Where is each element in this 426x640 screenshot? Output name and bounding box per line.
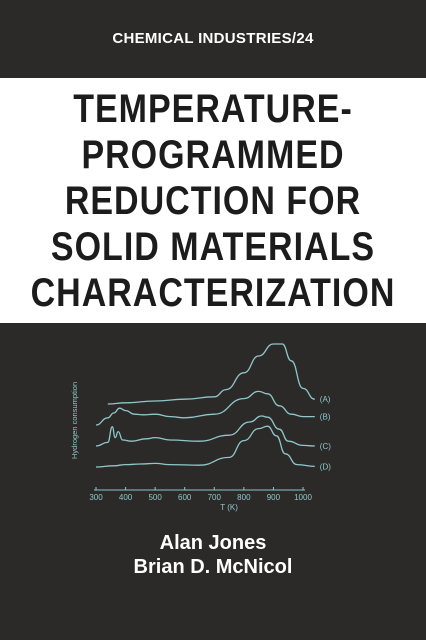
- title-line-5: CHARACTERIZATION: [30, 270, 396, 316]
- series-label-1: (A): [320, 395, 331, 404]
- series-curve-2: [95, 390, 315, 426]
- title-line-3: REDUCTION FOR: [64, 178, 362, 224]
- series-label-3: (C): [320, 442, 331, 451]
- series-curve-1: [107, 343, 315, 405]
- series-title: CHEMICAL INDUSTRIES/24: [112, 30, 314, 47]
- x-tick-label: 500: [148, 493, 162, 502]
- author-1: Alan Jones: [159, 532, 267, 554]
- tpr-chart-svg: (A) (B) (C) (D) 300 400 500 600 700 800 900 1000 H…: [70, 343, 331, 512]
- x-tick-label: 300: [89, 493, 103, 502]
- x-axis-label: T (K): [220, 503, 238, 512]
- chart-curves: [95, 343, 315, 468]
- series-label-2: (B): [320, 413, 331, 422]
- tpr-chart: (A) (B) (C) (D) 300 400 500 600 700 800 900 1000 H…: [60, 335, 331, 515]
- series-curve-4: [95, 425, 315, 468]
- x-tick-label: 700: [208, 493, 222, 502]
- title-band: TEMPERATURE- PROGRAMMED REDUCTION FOR SO…: [0, 78, 426, 323]
- series-label-4: (D): [320, 462, 331, 471]
- author-2: Brian D. McNicol: [133, 556, 293, 578]
- title-line-1: TEMPERATURE-: [73, 86, 353, 132]
- title-line-4: SOLID MATERIALS: [50, 224, 376, 270]
- x-axis-tick-labels: 300 400 500 600 700 800 900 1000: [89, 493, 312, 502]
- y-axis-label: Hydrogen consumption: [70, 382, 79, 459]
- x-tick-label: 1000: [294, 493, 312, 502]
- title-line-2: PROGRAMMED: [81, 132, 345, 178]
- x-tick-label: 400: [119, 493, 133, 502]
- series-curve-3: [95, 415, 315, 447]
- chart-curve-labels: (A) (B) (C) (D): [320, 395, 331, 471]
- x-tick-label: 600: [178, 493, 192, 502]
- x-tick-label: 800: [237, 493, 251, 502]
- x-tick-label: 900: [267, 493, 281, 502]
- x-axis-ticks: [95, 487, 304, 490]
